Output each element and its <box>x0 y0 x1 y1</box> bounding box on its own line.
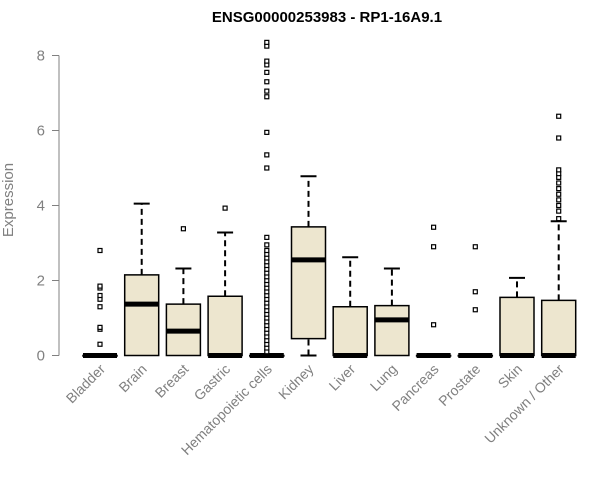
outlier-point <box>264 58 270 64</box>
outlier-point <box>556 113 562 119</box>
outlier-point <box>556 216 562 222</box>
outlier-point <box>97 292 103 299</box>
outlier-point <box>264 94 270 100</box>
outlier-point <box>264 165 270 171</box>
outlier-point <box>556 135 562 141</box>
x-category-label: Liver <box>326 361 359 394</box>
outlier-point <box>264 242 270 248</box>
x-category-label: Brain <box>115 361 149 395</box>
y-tick-label: 0 <box>37 348 45 365</box>
outlier-point <box>264 152 270 158</box>
x-category-label: Lung <box>367 361 400 394</box>
y-tick-label: 8 <box>37 48 45 65</box>
outlier-point <box>97 341 103 347</box>
box-body <box>540 299 577 357</box>
outlier-point <box>222 205 228 211</box>
x-category-label: Breast <box>152 361 192 401</box>
y-tick-label: 4 <box>37 198 45 215</box>
outlier-point <box>431 244 437 250</box>
outlier-point <box>431 224 437 230</box>
box-bladder <box>82 247 118 358</box>
box-body <box>374 304 410 357</box>
outlier-point <box>556 191 562 197</box>
box-body <box>332 306 368 357</box>
x-category-label: Prostate <box>435 361 483 409</box>
x-category-label: Bladder <box>63 361 109 407</box>
box-breast <box>165 226 202 357</box>
outlier-point <box>97 283 103 289</box>
box-brain <box>123 202 160 357</box>
x-category-label: Kidney <box>275 361 317 403</box>
box-unknown-other <box>540 113 577 358</box>
box-kidney <box>290 175 327 357</box>
outlier-point <box>472 244 478 250</box>
outlier-point <box>264 79 270 85</box>
outlier-point <box>556 208 562 214</box>
outlier-point <box>264 39 270 45</box>
x-category-label: Skin <box>495 361 526 392</box>
box-hematopoietic-cells <box>249 39 285 358</box>
y-tick-label: 6 <box>37 123 45 140</box>
box-pancreas <box>415 224 452 358</box>
outlier-point <box>556 202 562 209</box>
chart-title: ENSG00000253983 - RP1-16A9.1 <box>212 9 442 26</box>
outlier-point <box>472 307 478 313</box>
outlier-point <box>431 322 437 328</box>
box-body <box>499 296 535 357</box>
outlier-point <box>472 289 478 295</box>
box-gastric <box>207 205 243 358</box>
y-axis-title: Expression <box>0 163 17 237</box>
outlier-point <box>97 324 103 330</box>
box-liver <box>332 256 368 358</box>
box-skin <box>499 276 535 358</box>
outlier-point <box>556 186 562 192</box>
outlier-point <box>97 304 103 310</box>
x-category-label: Unknown / Other <box>481 361 567 447</box>
outlier-point <box>556 197 562 203</box>
outlier-point <box>264 88 270 94</box>
box-prostate <box>457 244 494 358</box>
outlier-point <box>556 180 562 186</box>
box-body <box>123 274 160 357</box>
outlier-point <box>264 129 270 135</box>
box-body <box>207 295 243 357</box>
y-axis: 0 2 4 6 8 <box>37 48 60 365</box>
outlier-point <box>180 226 186 232</box>
boxes <box>82 39 577 358</box>
box-body <box>290 226 327 340</box>
outlier-point <box>264 234 270 240</box>
y-tick-label: 2 <box>37 273 45 290</box>
outlier-point <box>556 167 562 173</box>
outlier-point <box>264 247 270 254</box>
outlier-point <box>97 247 103 254</box>
box-lung <box>374 267 410 357</box>
outlier-point <box>264 69 270 75</box>
